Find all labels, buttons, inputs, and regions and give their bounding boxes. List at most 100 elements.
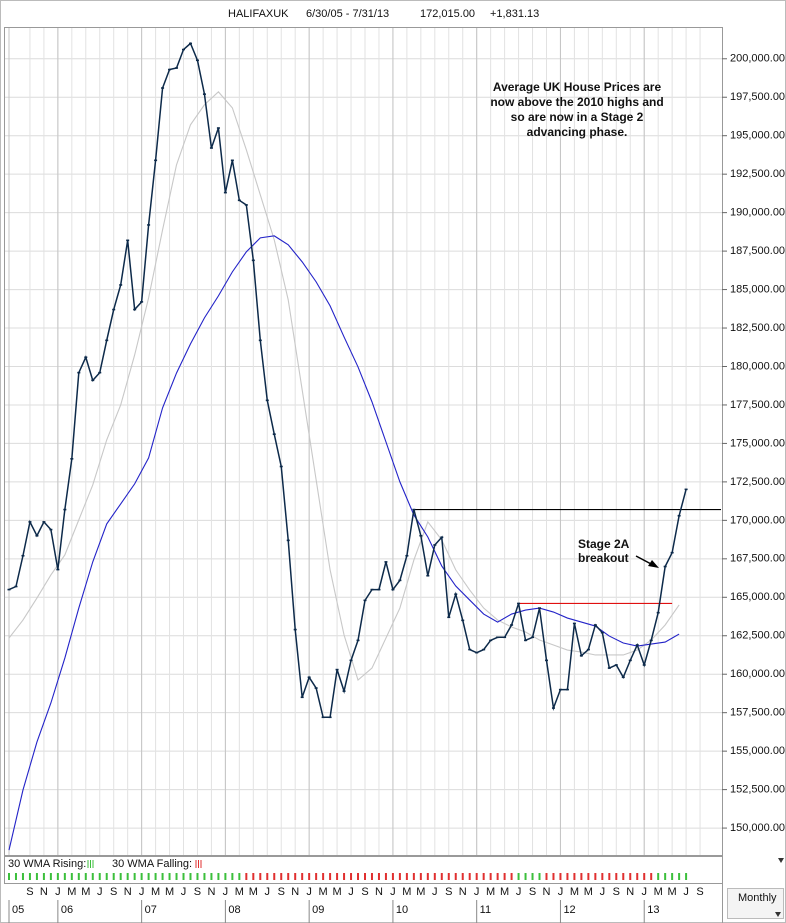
trend-bar xyxy=(210,873,213,880)
period: 6/30/05 - 7/31/13 xyxy=(306,8,389,20)
trend-bar xyxy=(629,873,632,880)
trend-bar xyxy=(287,873,290,880)
trend-bar xyxy=(91,873,94,880)
trend-bar xyxy=(231,873,234,880)
trend-bar xyxy=(601,873,604,880)
x-tick-label: J xyxy=(641,886,647,898)
y-tick-label: 200,000.00 xyxy=(730,53,785,65)
x-tick-label: N xyxy=(124,886,132,898)
trend-bar xyxy=(315,873,318,880)
x-tick-label: N xyxy=(543,886,551,898)
trend-bar xyxy=(70,873,73,880)
y-tick-label: 175,000.00 xyxy=(730,437,785,449)
trend-bar xyxy=(154,873,157,880)
trend-bar xyxy=(545,873,548,880)
y-tick-label: 197,500.00 xyxy=(730,91,785,103)
trend-bar xyxy=(643,873,646,880)
trend-bar xyxy=(14,873,17,880)
x-tick-label: S xyxy=(361,886,368,898)
trend-bar xyxy=(524,873,527,880)
trend-bar xyxy=(587,873,590,880)
year-label: 13 xyxy=(647,904,659,916)
trend-bar xyxy=(28,873,31,880)
x-tick-label: N xyxy=(459,886,467,898)
trend-bar xyxy=(440,873,443,880)
trend-bar xyxy=(419,873,422,880)
x-tick-label: M xyxy=(402,886,411,898)
x-tick-label: N xyxy=(375,886,383,898)
trend-bar xyxy=(294,873,297,880)
x-tick-label: J xyxy=(516,886,522,898)
trend-bar xyxy=(224,873,227,880)
y-tick-label: 155,000.00 xyxy=(730,745,785,757)
trend-bar xyxy=(77,873,80,880)
trend-bar xyxy=(384,873,387,880)
x-tick-label: N xyxy=(40,886,48,898)
trend-bar xyxy=(301,873,304,880)
x-tick-label: N xyxy=(207,886,215,898)
trend-bar xyxy=(126,873,129,880)
trend-bar xyxy=(119,873,122,880)
x-tick-label: J xyxy=(390,886,396,898)
x-tick-label: M xyxy=(67,886,76,898)
annotation-line: now above the 2010 highs and xyxy=(490,95,663,109)
trend-bar xyxy=(685,873,688,880)
y-tick-label: 192,500.00 xyxy=(730,168,785,180)
trend-bar xyxy=(615,873,618,880)
trend-bar xyxy=(454,873,457,880)
trend-bar xyxy=(370,873,373,880)
x-tick-label: J xyxy=(474,886,480,898)
dropdown-arrow[interactable] xyxy=(775,912,781,917)
x-tick-label: S xyxy=(110,886,117,898)
x-tick-label: N xyxy=(626,886,634,898)
trend-bar xyxy=(175,873,178,880)
trend-bar xyxy=(161,873,164,880)
trend-bar xyxy=(489,873,492,880)
trend-bar xyxy=(56,873,59,880)
callout-line: Stage 2A xyxy=(578,537,630,551)
title: HALIFAXUK xyxy=(228,8,289,20)
x-tick-label: J xyxy=(432,886,438,898)
trend-bar xyxy=(580,873,583,880)
trend-bar xyxy=(49,873,52,880)
x-tick-label: J xyxy=(683,886,689,898)
y-tick-label: 190,000.00 xyxy=(730,207,785,219)
trend-bar xyxy=(573,873,576,880)
y-tick-label: 152,500.00 xyxy=(730,784,785,796)
y-tick-label: 172,500.00 xyxy=(730,476,785,488)
trend-bar xyxy=(398,873,401,880)
trend-bar xyxy=(608,873,611,880)
trend-bar xyxy=(21,873,24,880)
x-tick-label: J xyxy=(55,886,61,898)
annotation-line: Average UK House Prices are xyxy=(493,80,662,94)
trend-bar xyxy=(196,873,199,880)
x-tick-label: M xyxy=(165,886,174,898)
trend-bar xyxy=(322,873,325,880)
x-tick-label: M xyxy=(500,886,509,898)
period-selector-label[interactable]: Monthly xyxy=(738,892,777,904)
trend-bar xyxy=(252,873,255,880)
trend-bar xyxy=(238,873,241,880)
y-tick-label: 165,000.00 xyxy=(730,591,785,603)
year-label: 09 xyxy=(312,904,324,916)
trend-bar xyxy=(280,873,283,880)
x-tick-label: J xyxy=(600,886,606,898)
trend-bar xyxy=(168,873,171,880)
period-selector[interactable] xyxy=(727,888,784,919)
y-tick-label: 157,500.00 xyxy=(730,707,785,719)
trend-bar xyxy=(496,873,499,880)
x-tick-label: M xyxy=(570,886,579,898)
change: +1,831.13 xyxy=(490,8,539,20)
trend-bar xyxy=(552,873,555,880)
trend-bar xyxy=(447,873,450,880)
trend-bar xyxy=(273,873,276,880)
trend-bar xyxy=(531,873,534,880)
trend-bar xyxy=(559,873,562,880)
y-tick-label: 150,000.00 xyxy=(730,822,785,834)
trend-bar xyxy=(510,873,513,880)
x-tick-label: M xyxy=(486,886,495,898)
x-tick-label: M xyxy=(654,886,663,898)
trend-bar xyxy=(245,873,248,880)
trend-bar xyxy=(343,873,346,880)
